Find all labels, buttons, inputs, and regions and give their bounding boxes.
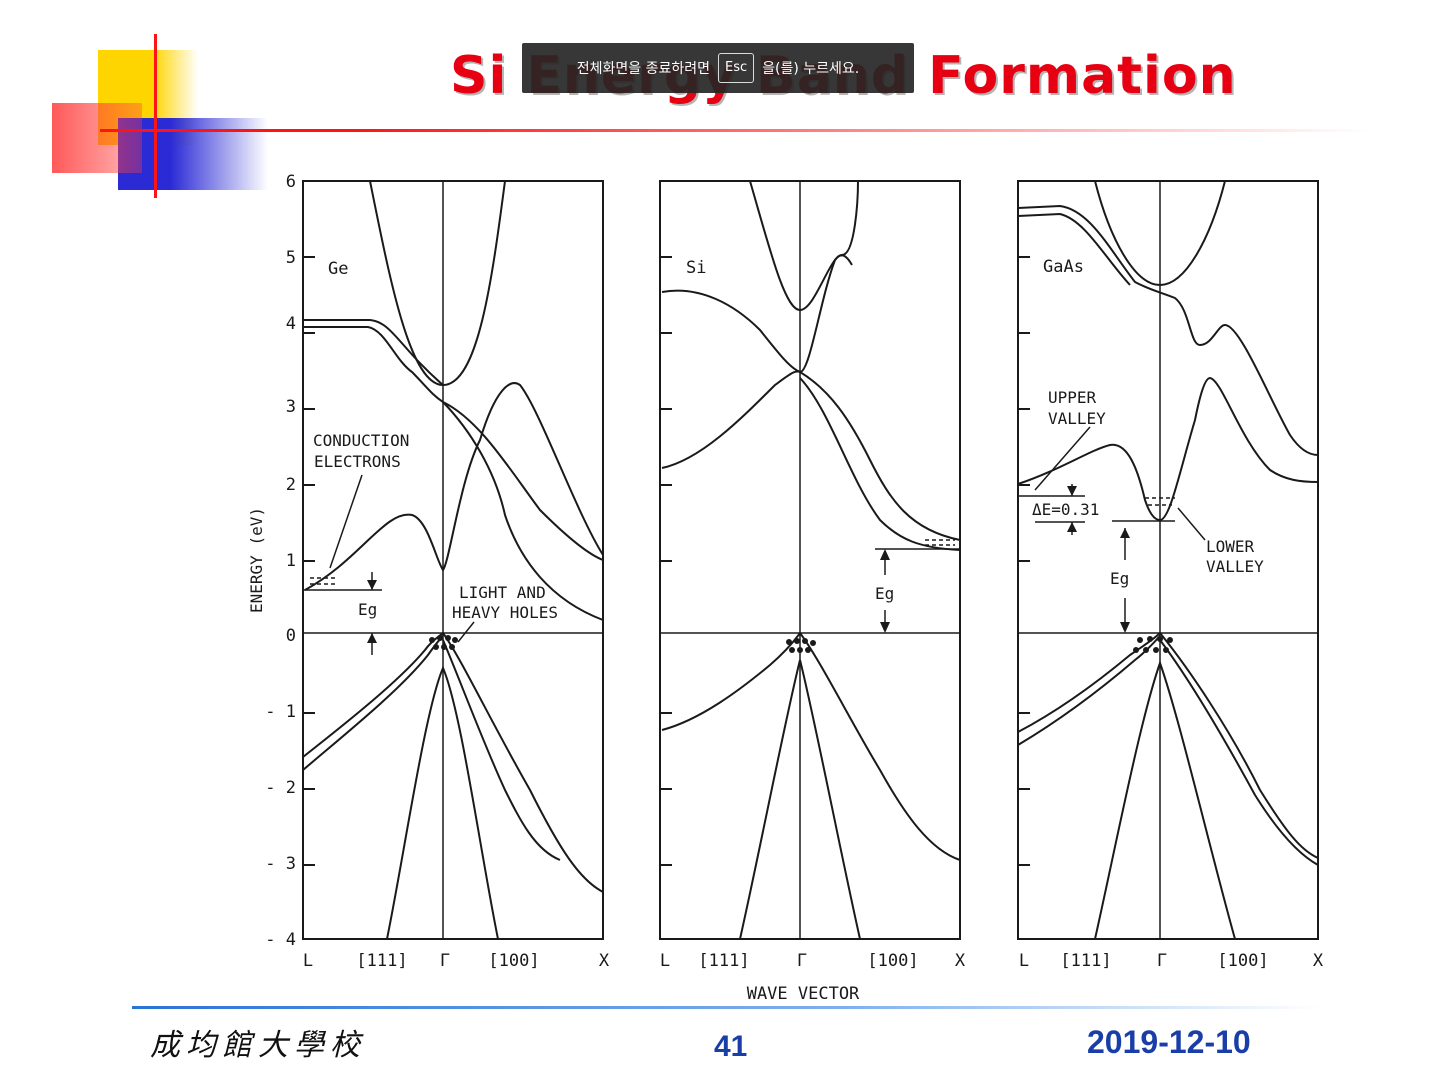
annotation-valley-lower: VALLEY: [1206, 557, 1264, 576]
annotation-light-holes: LIGHT AND: [459, 583, 546, 602]
fullscreen-exit-notice: 전체화면을 종료하려면 Esc 을(를) 누르세요.: [522, 43, 914, 93]
panel-label-si: Si: [686, 258, 706, 278]
annotation-conduction: CONDUCTION: [313, 431, 409, 450]
y-tick-label: - 4: [265, 930, 296, 950]
annotation-valley-upper: VALLEY: [1048, 409, 1106, 428]
x-tick-label: [111]: [356, 951, 407, 971]
annotation-eg-si: Eg: [875, 584, 894, 603]
x-tick-label: [100]: [488, 951, 539, 971]
slide-date: 2019-12-10: [1087, 1024, 1251, 1060]
y-tick-label: 5: [286, 248, 296, 268]
x-tick-label: [100]: [867, 951, 918, 971]
y-tick-label: 3: [286, 397, 296, 417]
si-bands: [661, 180, 961, 940]
x-axis-title: WAVE VECTOR: [747, 984, 860, 1004]
y-tick-label: 1: [286, 551, 296, 571]
footer-divider: [132, 1006, 1322, 1009]
annotation-eg-gaas: Eg: [1110, 569, 1129, 588]
annotation-heavy-holes: HEAVY HOLES: [452, 603, 558, 622]
esc-key-badge: Esc: [718, 53, 755, 83]
x-tick-label: Γ: [1157, 951, 1167, 971]
page-number: 41: [714, 1030, 748, 1063]
x-tick-label: [111]: [698, 951, 749, 971]
x-tick-label: Γ: [797, 951, 807, 971]
corner-decoration: [50, 30, 1370, 205]
x-tick-label: X: [1313, 951, 1324, 971]
annotation-delta-e: ΔE=0.31: [1032, 500, 1099, 519]
x-tick-label: L: [303, 951, 313, 971]
notice-text-after: 을(를) 누르세요.: [762, 61, 860, 77]
y-tick-label: 6: [286, 172, 296, 192]
annotation-eg-ge: Eg: [358, 600, 377, 619]
y-tick-label: 4: [286, 314, 296, 334]
annotation-electrons: ELECTRONS: [314, 452, 401, 471]
y-tick-label: - 2: [265, 778, 296, 798]
panel-label-ge: Ge: [328, 259, 348, 279]
x-tick-label: X: [955, 951, 966, 971]
x-tick-label: X: [599, 951, 610, 971]
x-tick-label: L: [660, 951, 670, 971]
y-tick-label: 0: [286, 626, 296, 646]
ge-bands: [302, 180, 604, 940]
y-tick-label: - 1: [265, 702, 296, 722]
institution-name: 成均館大學校: [150, 1028, 366, 1063]
panel-label-gaas: GaAs: [1043, 257, 1084, 277]
notice-text-before: 전체화면을 종료하려면: [576, 61, 710, 77]
hole-dots: [367, 486, 1173, 653]
y-tick-label: 2: [286, 475, 296, 495]
y-axis-title: ENERGY (eV): [247, 507, 266, 613]
gap-markers: [303, 426, 1206, 655]
annotation-lower: LOWER: [1206, 537, 1255, 556]
y-tick-marks: [303, 180, 1030, 866]
y-tick-label: - 3: [265, 854, 296, 874]
x-tick-label: [100]: [1217, 951, 1268, 971]
x-tick-label: Γ: [440, 951, 450, 971]
x-tick-label: [111]: [1060, 951, 1111, 971]
annotation-upper: UPPER: [1048, 388, 1097, 407]
gaas-bands: [1017, 180, 1319, 940]
x-tick-label: L: [1019, 951, 1029, 971]
